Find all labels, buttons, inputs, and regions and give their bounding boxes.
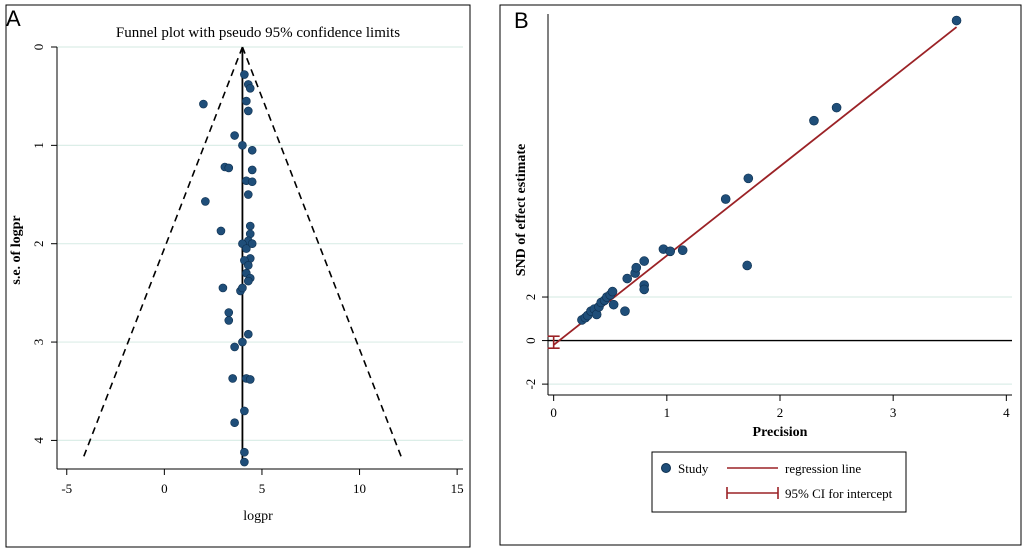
panel-a-study-point [240,70,249,79]
panel-a-study-point [240,406,249,416]
panel-a-study-point [243,106,253,116]
panel-a-study-point [228,374,237,383]
panel-a-funnel-left-limit [81,46,244,461]
panel-b-letter: B [514,8,529,33]
panel-b-study-point [631,262,642,273]
panel-b-study-point [620,306,630,316]
panel-a-study-point [224,163,234,173]
panel-b-study-point [639,256,649,266]
panel-a-x-tick-label: 0 [161,481,168,496]
panel-a-study-point [245,84,255,93]
legend-study-label: Study [678,461,709,476]
panel-b-study-point [622,273,633,284]
panel-b-y-tick-label: -2 [523,379,538,390]
panel-b-y-label: SND of effect estimate [514,144,529,277]
panel-a-study-point [247,177,257,187]
panel-b-study-point [677,245,688,256]
panel-b-x-ticks: 0 1 2 3 4 [550,395,1010,420]
panel-b-study-point [742,260,752,271]
panel-a-y-ticks: 0 1 2 3 4 [31,44,57,444]
panel-a-study-point [247,165,257,175]
panel-a-study-point [224,308,234,317]
panel-a-study-point [201,197,210,206]
panel-a-study-point [240,447,249,457]
panel-a-study-point [199,99,208,109]
panel-a-y-tick-label: 4 [31,437,46,444]
panel-a-study-point [245,375,255,384]
panel-b-plot-area [548,14,1012,400]
panel-a-plot-area [57,47,463,465]
panel-a-study-point [216,226,226,236]
panel-b-study-point [608,299,619,310]
panel-b-study-point [639,284,649,295]
panel-a-study-point [243,261,253,270]
panel-b: B 0 1 2 3 4 -2 0 2 Precision SND of effect est… [499,4,1022,546]
panel-a-y-label: s.e. of logpr [9,215,24,284]
panel-a-study-point [242,96,251,106]
legend-ci-label: 95% CI for intercept [785,486,893,501]
panel-b-x-tick-label: 1 [664,405,671,420]
panel-a-study-point [243,190,253,199]
panel-a-axes [56,47,463,470]
panel-a-study-point [245,221,255,231]
panel-b-x-tick-label: 4 [1003,405,1010,420]
panel-b-study-point [665,246,676,257]
panel-a-study-point [238,337,247,347]
panel-a-study-point [242,244,251,253]
panel-a-study-point [247,145,257,155]
panel-b-legend: Study regression line 95% CI for interce… [651,451,907,513]
panel-a-y-tick-label: 1 [31,142,46,149]
panel-a-x-tick-label: 5 [259,481,266,496]
panel-b-x-label: Precision [753,425,808,440]
legend-box [651,451,907,513]
panel-a-funnel-right-limit [241,46,404,461]
panel-a-study-point [243,276,253,286]
panel-b-points [577,15,962,325]
panel-a-letter: A [6,6,21,31]
panel-b-x-tick-label: 0 [550,405,557,420]
panel-a-study-point [230,131,239,140]
panel-b-y-tick-label: 2 [523,294,538,301]
panel-b-regression [547,26,958,349]
panel-a-x-tick-label: -5 [61,481,72,496]
panel-b-study-point [607,286,618,297]
panel-b-study-point [809,115,819,126]
panel-a-study-point [218,283,228,293]
legend-ci-swatch [726,487,779,499]
panel-b-regression-line [553,26,958,346]
legend-study-marker [661,463,671,473]
panel-b-grid [548,296,1012,385]
panel-a-x-tick-label: 15 [451,481,464,496]
panel-a-points [199,70,257,467]
panel-b-x-tick-label: 2 [777,405,784,420]
panel-a-study-point [238,283,247,293]
legend-regression-label: regression line [785,461,861,476]
panel-b-y-ticks: -2 0 2 [523,294,548,390]
panel-b-study-point [831,102,842,113]
panel-a-study-point [240,457,249,467]
panel-a: A Funnel plot with pseudo 95% confidence… [0,0,471,552]
panel-b-y-tick-label: 0 [523,337,538,344]
panel-a-x-tick-label: 10 [353,481,366,496]
panel-a-funnel [81,46,404,465]
panel-a-study-point [230,418,239,428]
panel-a-study-point [247,239,257,249]
panel-a-study-point [243,329,253,339]
panel-a-x-ticks: -5 0 5 10 15 [61,469,464,496]
panel-b-study-point [720,194,731,204]
panel-a-study-point [230,342,239,352]
panel-a-x-label: logpr [243,509,273,524]
panel-b-study-point [743,173,754,184]
panel-b-study-point [951,15,962,26]
panel-a-y-tick-label: 3 [31,339,46,346]
panel-a-y-tick-label: 2 [31,240,46,247]
panel-a-study-point [238,141,247,150]
panel-a-study-point [224,316,234,325]
panel-b-x-tick-label: 3 [890,405,897,420]
panel-a-title: Funnel plot with pseudo 95% confidence l… [116,25,400,41]
panel-a-y-tick-label: 0 [31,44,46,51]
